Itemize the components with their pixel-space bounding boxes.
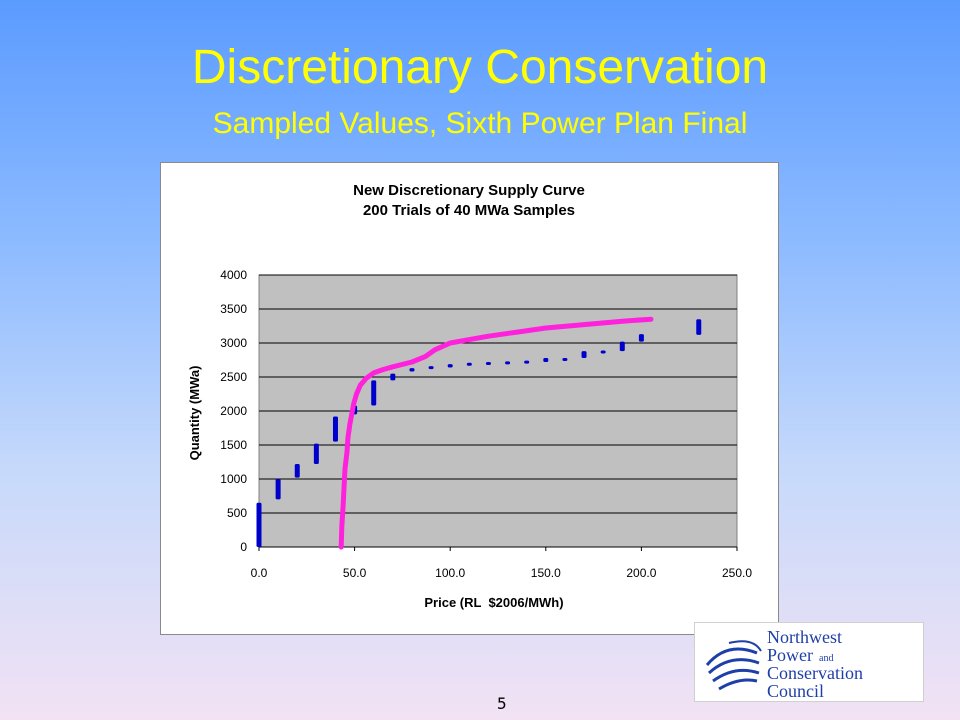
logo-line-4: Council: [767, 681, 824, 701]
y-axis-label: Quantity (MWa): [187, 366, 202, 461]
logo-line-3: Conservation: [767, 663, 863, 683]
sample-range-bar: [313, 443, 319, 465]
sample-range-bar: [428, 366, 434, 370]
chart-subtitle: 200 Trials of 40 MWa Samples: [363, 202, 575, 219]
sample-range-bar: [600, 350, 606, 354]
y-tick-label: 3000: [220, 336, 247, 350]
sample-range-bar: [524, 360, 530, 364]
sample-range-bar: [294, 464, 300, 478]
sample-range-bar: [371, 380, 377, 406]
sample-range-bar: [581, 351, 587, 358]
x-axis-label: Price (RL $2006/MWh): [424, 595, 563, 610]
supply-curve-line: [338, 316, 654, 550]
sample-range-bar: [409, 368, 415, 372]
chart-title: New Discretionary Supply Curve: [353, 182, 585, 199]
x-tick-label: 150.0: [531, 566, 561, 580]
x-tick-label: 200.0: [626, 566, 656, 580]
sample-range-bar: [619, 341, 625, 352]
gridlines: [259, 274, 737, 548]
y-tick-label: 3500: [220, 302, 247, 316]
y-tick-label: 2000: [220, 404, 247, 418]
sample-range-bar: [256, 502, 262, 547]
nwpcc-logo: Northwest Power and Conservation Council: [694, 622, 924, 702]
globe-icon: [705, 640, 762, 691]
tick-labels: 0 500 1000 1500 2000 2500 3000 3500 4000 0.0 50.0 1…: [220, 268, 752, 580]
slide-title: Discretionary Conservation: [191, 41, 769, 94]
y-tick-label: 1500: [220, 438, 247, 452]
sample-range-bar: [505, 361, 511, 365]
logo-line-2-small: and: [819, 653, 833, 664]
sample-range-bar: [332, 416, 338, 442]
x-tick-label: 100.0: [435, 566, 465, 580]
sample-range-bar: [447, 364, 453, 368]
logo-line-2: Power: [767, 645, 813, 665]
sample-range-bar: [638, 334, 644, 342]
page-number: 5: [497, 694, 507, 713]
sample-range-bar: [390, 373, 396, 381]
sample-range-bar: [275, 479, 281, 500]
x-tick-label: 0.0: [251, 566, 268, 580]
sample-range-bar: [485, 362, 491, 366]
sample-range-bar: [696, 319, 702, 335]
chart-panel: New Discretionary Supply Curve 200 Trial…: [160, 162, 779, 635]
sample-range-bar: [543, 357, 549, 363]
y-tick-label: 1000: [220, 472, 247, 486]
y-tick-label: 2500: [220, 370, 247, 384]
sample-series: [256, 319, 702, 547]
x-tick-label: 50.0: [343, 566, 367, 580]
supply-curve-chart: New Discretionary Supply Curve 200 Trial…: [187, 182, 752, 610]
y-tick-label: 500: [227, 506, 247, 520]
sample-range-bar: [466, 362, 472, 366]
sample-range-bar: [562, 357, 568, 361]
y-tick-label: 0: [240, 540, 247, 554]
logo-line-1: Northwest: [767, 627, 842, 647]
y-tick-label: 4000: [220, 268, 247, 282]
x-tick-label: 250.0: [722, 566, 752, 580]
slide-subtitle: Sampled Values, Sixth Power Plan Final: [212, 107, 748, 140]
